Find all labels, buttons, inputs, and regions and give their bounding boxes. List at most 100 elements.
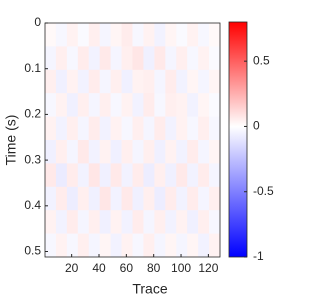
- heatmap-cell: [154, 233, 166, 258]
- heatmap-cell: [198, 93, 210, 117]
- heatmap-cell: [121, 116, 133, 141]
- heatmap-cell: [198, 210, 210, 234]
- heatmap-cell: [154, 163, 166, 188]
- heatmap-cell: [121, 210, 133, 234]
- heatmap-cell: [176, 93, 188, 117]
- heatmap-cell: [77, 186, 90, 211]
- heatmap-cell: [198, 116, 210, 141]
- x-tick-label: 80: [147, 261, 161, 275]
- heatmap-cell: [45, 140, 57, 164]
- heatmap-cell: [143, 23, 155, 47]
- heatmap-cell: [143, 233, 155, 258]
- heatmap-cell: [110, 116, 122, 141]
- heatmap-cell: [143, 93, 155, 117]
- heatmap-cell: [165, 140, 177, 164]
- heatmap-cell: [77, 140, 90, 164]
- heatmap-cell: [121, 93, 133, 117]
- y-tick-label: 0.5: [24, 244, 41, 258]
- heatmap-cell: [121, 69, 133, 94]
- heatmap-cell: [154, 93, 166, 117]
- heatmap-cell: [66, 69, 79, 94]
- heatmap-cell: [99, 23, 111, 47]
- heatmap-cell: [165, 23, 177, 47]
- heatmap-cell: [165, 186, 177, 211]
- heatmap-cell: [187, 186, 199, 211]
- heatmap-cell: [165, 233, 177, 258]
- heatmap-cell: [77, 46, 90, 71]
- heatmap-cell: [143, 46, 155, 71]
- heatmap-cell: [121, 186, 133, 211]
- y-tick-label: 0.2: [24, 107, 41, 121]
- heatmap-cell: [132, 186, 144, 211]
- heatmap-cell: [198, 163, 210, 188]
- heatmap-cell: [132, 93, 144, 117]
- heatmap-cell: [176, 69, 188, 94]
- heatmap-cell: [187, 163, 199, 188]
- heatmap-cell: [77, 116, 90, 141]
- heatmap-cell: [77, 23, 90, 47]
- heatmap-cell: [99, 46, 111, 71]
- heatmap-cell: [176, 46, 188, 71]
- heatmap-cell: [110, 69, 122, 94]
- heatmap-cell: [55, 23, 68, 47]
- heatmap-cell: [209, 140, 221, 164]
- heatmap-cell: [110, 140, 122, 164]
- heatmap-cell: [198, 186, 210, 211]
- heatmap-cell: [88, 116, 100, 141]
- heatmap-cell: [45, 116, 57, 141]
- heatmap-cell: [66, 140, 79, 164]
- heatmap-cell: [99, 233, 111, 258]
- heatmap-cell: [99, 210, 111, 234]
- heatmap-cell: [55, 163, 68, 188]
- heatmap-cell: [187, 46, 199, 71]
- heatmap-cell: [45, 46, 57, 71]
- heatmap-cell: [45, 69, 57, 94]
- heatmap-cell: [165, 93, 177, 117]
- heatmap-cell: [88, 93, 100, 117]
- heatmap-cell: [154, 46, 166, 71]
- x-tick-label: 120: [198, 261, 218, 275]
- heatmap-cell: [143, 140, 155, 164]
- heatmap-cell: [143, 116, 155, 141]
- heatmap-cell: [132, 116, 144, 141]
- heatmap-cell: [198, 233, 210, 258]
- heatmap-cell: [77, 210, 90, 234]
- heatmap-cell: [209, 69, 221, 94]
- heatmap-cell: [143, 186, 155, 211]
- y-tick-label: 0.1: [24, 61, 41, 75]
- heatmap-cell: [209, 116, 221, 141]
- heatmap-cell: [154, 186, 166, 211]
- heatmap-cell: [198, 46, 210, 71]
- heatmap-cell: [55, 46, 68, 71]
- heatmap-cell: [121, 23, 133, 47]
- x-tick-label: 60: [120, 261, 134, 275]
- heatmap-cell: [165, 210, 177, 234]
- heatmap-cell: [88, 163, 100, 188]
- colorbar: [228, 21, 248, 258]
- heatmap-cell: [110, 93, 122, 117]
- heatmap-cell: [99, 69, 111, 94]
- heatmap-cell: [121, 46, 133, 71]
- heatmap-cell: [110, 46, 122, 71]
- heatmap-cell: [165, 163, 177, 188]
- heatmap-cell: [55, 93, 68, 117]
- heatmap-cell: [55, 186, 68, 211]
- heatmap-cell: [88, 23, 100, 47]
- heatmap-cell: [176, 186, 188, 211]
- heatmap-cell: [154, 116, 166, 141]
- heatmap-cell: [132, 23, 144, 47]
- colorbar-tick-label: -0.5: [253, 184, 274, 198]
- heatmap-cell: [77, 93, 90, 117]
- x-tick-label: 20: [65, 261, 79, 275]
- heatmap-cell: [110, 233, 122, 258]
- heatmap-cell: [110, 163, 122, 188]
- heatmap-cell: [209, 186, 221, 211]
- heatmap-cell: [88, 210, 100, 234]
- heatmap-cell: [110, 186, 122, 211]
- heatmap-cell: [176, 140, 188, 164]
- heatmap-cell: [187, 233, 199, 258]
- heatmap-cell: [176, 233, 188, 258]
- heatmap-cell: [99, 186, 111, 211]
- heatmap-cell: [176, 210, 188, 234]
- x-tick-label: 40: [92, 261, 106, 275]
